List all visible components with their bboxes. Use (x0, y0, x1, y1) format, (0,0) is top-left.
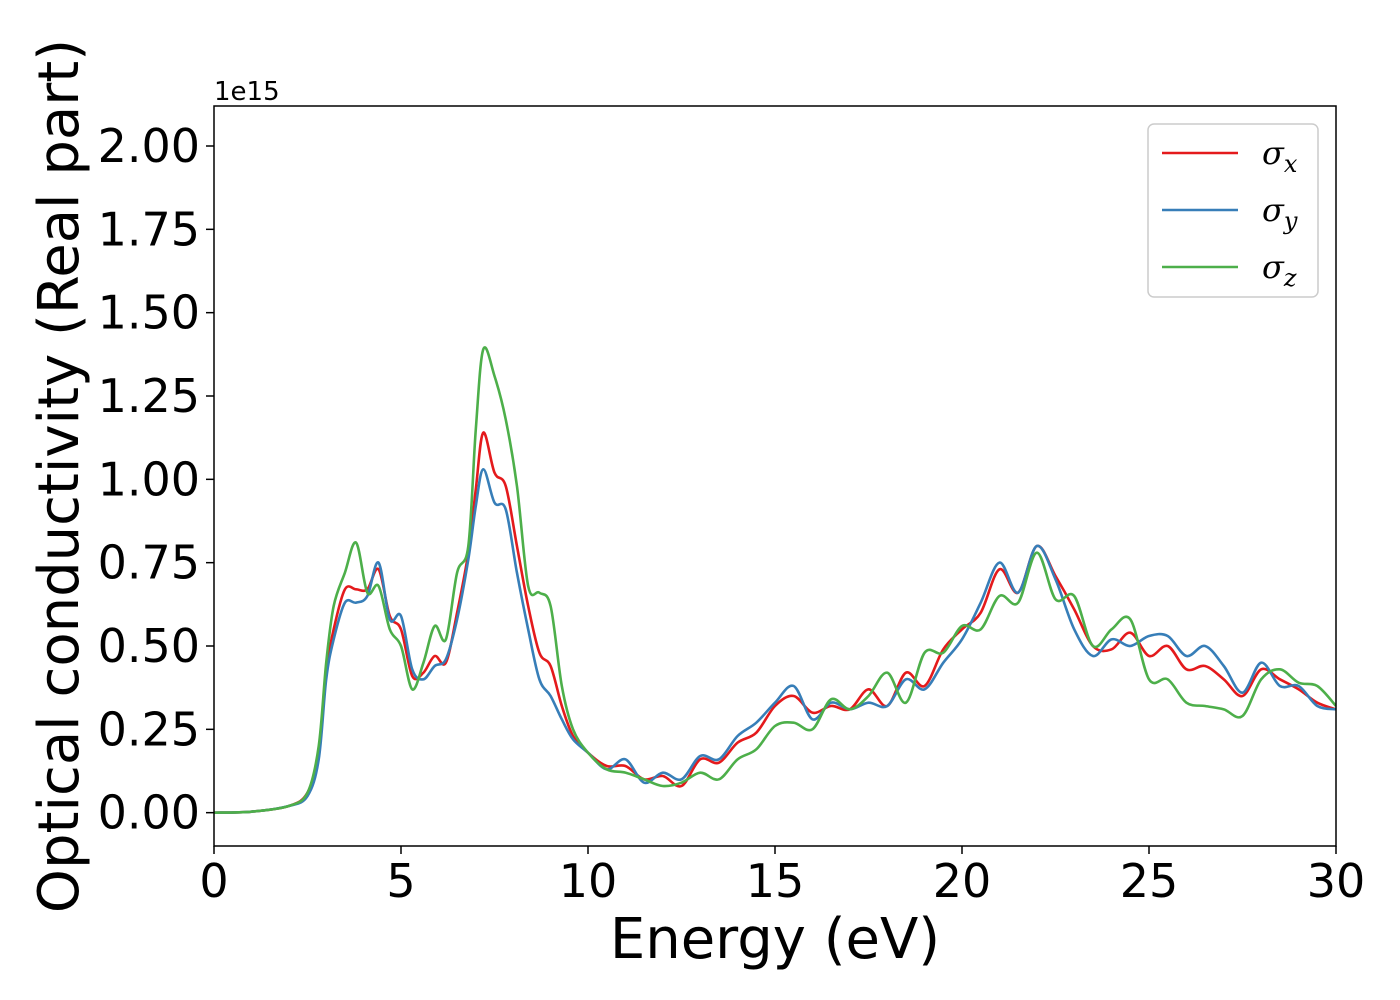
y-tick-label: 2.00 (98, 119, 200, 173)
x-tick-label: 20 (933, 854, 992, 908)
y-tick-label: 1.25 (98, 369, 200, 423)
y-offset-label: 1e15 (214, 77, 280, 107)
y-tick-label: 1.75 (98, 202, 200, 256)
series-layer (214, 346, 1336, 814)
y-tick-label: 0.75 (98, 536, 200, 590)
y-axis-label: Optical conductivity (Real part) (27, 39, 92, 913)
x-tick-label: 0 (199, 854, 228, 908)
legend-label-y: σy (1262, 191, 1298, 235)
legend-label-x: σx (1262, 134, 1298, 178)
y-tick-label: 0.00 (98, 786, 200, 840)
x-tick-label: 5 (386, 854, 415, 908)
x-axis-label: Energy (eV) (610, 907, 940, 972)
y-tick-label: 1.00 (98, 452, 200, 506)
legend-items: σx σy σz (1162, 134, 1298, 292)
series-line-y (214, 468, 1336, 814)
y-tick-label: 0.50 (98, 619, 200, 673)
legend-label-z: σz (1262, 248, 1297, 292)
x-tick-label: 25 (1120, 854, 1179, 908)
legend: σx σy σz (1147, 123, 1319, 298)
x-tick-label: 30 (1307, 854, 1366, 908)
y-axis-ticks: 0.00 0.25 0.50 0.75 1.00 1.25 1.50 1.75 2.00 (98, 119, 214, 840)
y-tick-label: 0.25 (98, 702, 200, 756)
x-tick-label: 10 (559, 854, 618, 908)
y-tick-label: 1.50 (98, 286, 200, 340)
x-tick-label: 15 (746, 854, 805, 908)
series-line-z (214, 346, 1336, 814)
x-axis-ticks: 0 5 10 15 20 25 30 (199, 846, 1365, 908)
series-line-x (214, 431, 1336, 814)
